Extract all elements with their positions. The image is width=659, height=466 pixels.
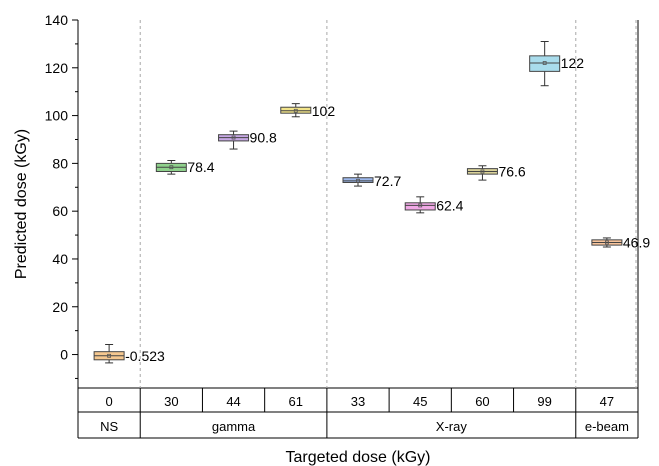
box-value-label: 102 (312, 103, 336, 119)
y-axis-title: Predicted dose (kGy) (13, 129, 30, 279)
box-value-label: 90.8 (250, 130, 277, 146)
x-axis-title: Targeted dose (kGy) (286, 449, 431, 466)
box-value-label: 76.6 (498, 164, 525, 180)
category-label: 33 (351, 394, 365, 409)
box-value-label: 62.4 (436, 197, 463, 213)
box-mean-marker (604, 240, 609, 245)
y-tick-label: 20 (52, 299, 68, 315)
box-mean-marker (293, 108, 298, 113)
category-label: 47 (600, 394, 614, 409)
box-45 (404, 202, 436, 211)
category-label: 30 (164, 394, 178, 409)
category-label: 0 (105, 394, 112, 409)
y-tick-label: 0 (60, 347, 68, 363)
category-label: 45 (413, 394, 427, 409)
group-label: X-ray (436, 419, 468, 434)
y-tick-label: 100 (45, 108, 69, 124)
category-label: 44 (226, 394, 240, 409)
group-label: e-beam (585, 419, 629, 434)
group-label: gamma (212, 419, 256, 434)
y-tick-label: 60 (52, 203, 68, 219)
y-tick-label: 40 (52, 251, 68, 267)
box-mean-marker (231, 135, 236, 140)
box-value-label: 46.9 (623, 234, 650, 250)
box-mean-marker (480, 169, 485, 174)
y-tick-label: 80 (52, 155, 68, 171)
category-label: 61 (289, 394, 303, 409)
y-tick-label: 140 (45, 12, 69, 28)
box-mean-marker (418, 203, 423, 208)
box-value-label: 122 (561, 55, 585, 71)
box-value-label: -0.523 (125, 348, 165, 364)
box-mean-marker (107, 353, 112, 358)
category-label: 60 (475, 394, 489, 409)
box-mean-marker (356, 178, 360, 183)
category-label: 99 (537, 394, 551, 409)
box-mean-marker (542, 61, 547, 65)
box-mean-marker (169, 165, 174, 170)
group-label: NS (100, 419, 118, 434)
box-value-label: 72.7 (374, 173, 401, 189)
box-99 (529, 55, 561, 72)
y-tick-label: 120 (45, 60, 69, 76)
box-33 (342, 177, 374, 183)
box-61 (280, 106, 312, 114)
box-value-label: 78.4 (187, 159, 214, 175)
